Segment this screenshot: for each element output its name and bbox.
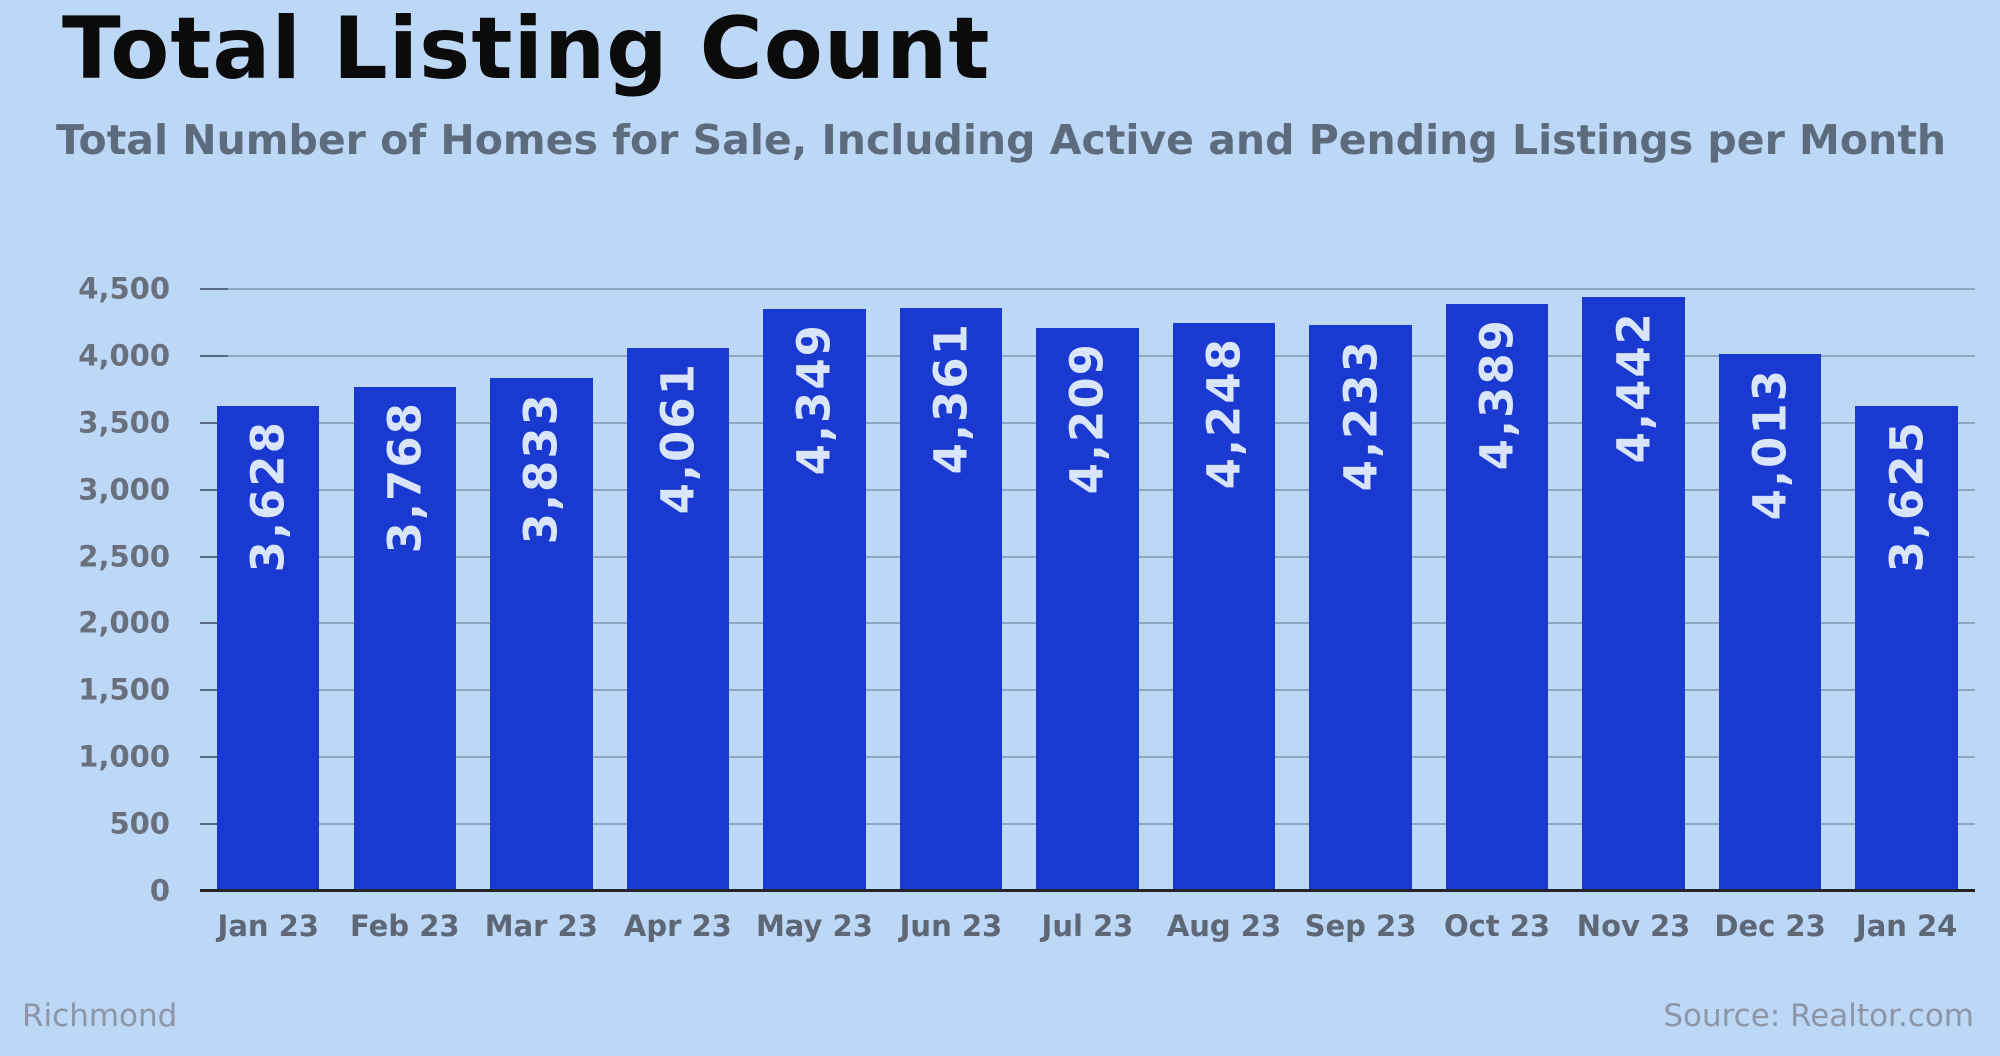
bar-slot: 4,233 — [1292, 289, 1429, 891]
x-axis-tick-label: Jul 23 — [1041, 909, 1134, 943]
bar-dec-23: 4,013 — [1718, 354, 1822, 891]
bar-value-label: 4,013 — [1743, 368, 1797, 521]
y-tick-mark — [200, 421, 228, 424]
bar-slot: 4,442 — [1565, 289, 1702, 891]
bar-value-label: 4,248 — [1197, 336, 1251, 490]
bar-slot: 4,013 — [1702, 289, 1839, 891]
bar-slot: 3,833 — [473, 289, 610, 891]
bar-slot: 4,361 — [883, 289, 1020, 891]
bar-slot: 3,625 — [1838, 289, 1975, 891]
bar-value-label: 4,061 — [651, 361, 705, 515]
location-label: Richmond — [22, 998, 178, 1034]
y-axis-tick-label: 500 — [109, 806, 170, 841]
y-tick-mark — [200, 689, 228, 692]
source-label: Source: Realtor.com — [1663, 998, 1974, 1034]
bars-container: 3,628 3,768 3,833 4,061 4,349 4,361 4,209 4,248… — [200, 289, 1975, 891]
chart-subtitle: Total Number of Homes for Sale, Includin… — [56, 116, 1947, 164]
y-axis-tick-label: 1,000 — [78, 739, 170, 774]
y-axis-tick-label: 4,500 — [78, 271, 170, 306]
bar-value-label: 4,349 — [787, 323, 841, 476]
x-axis-tick-label: Jun 23 — [899, 909, 1003, 943]
chart-title: Total Listing Count — [62, 0, 991, 99]
bar-value-label: 3,768 — [378, 400, 432, 554]
y-tick-mark — [200, 756, 228, 759]
bar-jan-23: 3,628 — [217, 405, 320, 891]
x-axis: Jan 23 Feb 23 Mar 23 Apr 23 May 23 Jun 23 Jul … — [200, 909, 1975, 943]
x-axis-tick-label: Jan 24 — [1855, 909, 1958, 943]
bar-feb-23: 3,768 — [353, 386, 456, 891]
bar-slot: 3,768 — [337, 289, 474, 891]
bar-slot: 4,248 — [1156, 289, 1293, 891]
y-axis-tick-label: 3,500 — [78, 405, 170, 440]
x-axis-tick-label: Dec 23 — [1714, 909, 1826, 943]
y-axis-tick-label: 2,000 — [78, 605, 170, 640]
bar-slot: 4,389 — [1429, 289, 1566, 891]
x-axis-tick-label: May 23 — [755, 909, 873, 943]
bar-value-label: 4,389 — [1470, 317, 1524, 471]
x-axis-tick-label: Aug 23 — [1166, 909, 1282, 943]
y-axis: 0 500 1,000 1,500 2,000 2,500 3,000 3,500 4,000 4… — [0, 274, 170, 905]
y-axis-tick-label: 4,000 — [78, 338, 170, 373]
bar-jan-24: 3,625 — [1855, 406, 1958, 891]
bar-nov-23: 4,442 — [1582, 296, 1685, 891]
y-tick-mark — [200, 488, 228, 491]
bar-value-label: 3,625 — [1880, 420, 1934, 573]
bar-sep-23: 4,233 — [1309, 324, 1412, 891]
bar-value-label: 4,361 — [924, 321, 978, 474]
bar-mar-23: 3,833 — [490, 378, 593, 891]
bar-slot: 4,061 — [610, 289, 747, 891]
plot-area: 3,628 3,768 3,833 4,061 4,349 4,361 4,209 4,248… — [200, 288, 1975, 892]
bar-value-label: 3,833 — [514, 392, 568, 545]
bar-jun-23: 4,361 — [899, 307, 1003, 891]
bar-value-label: 4,442 — [1607, 310, 1661, 464]
y-axis-tick-label: 3,000 — [78, 472, 170, 507]
x-axis-tick-label: Sep 23 — [1304, 909, 1417, 943]
x-axis-tick-label: Oct 23 — [1443, 909, 1551, 943]
bar-value-label: 4,209 — [1060, 341, 1114, 495]
y-axis-tick-label: 1,500 — [78, 672, 170, 707]
x-axis-line — [200, 889, 1975, 892]
y-tick-mark — [200, 823, 228, 826]
bar-slot: 4,209 — [1019, 289, 1156, 891]
y-axis-tick-label: 0 — [149, 873, 170, 908]
bar-slot: 3,628 — [200, 289, 337, 891]
bar-aug-23: 4,248 — [1172, 322, 1276, 891]
y-tick-mark — [200, 622, 228, 625]
bar-oct-23: 4,389 — [1445, 303, 1549, 891]
bar-value-label: 3,628 — [241, 419, 295, 572]
x-axis-tick-label: Mar 23 — [484, 909, 598, 943]
gridline — [200, 288, 1975, 290]
bar-slot: 4,349 — [746, 289, 883, 891]
bar-value-label: 4,233 — [1334, 338, 1387, 492]
x-axis-tick-label: Jan 23 — [217, 909, 319, 943]
y-axis-tick-label: 2,500 — [78, 539, 170, 574]
y-tick-mark — [200, 288, 228, 290]
x-axis-tick-label: Nov 23 — [1576, 909, 1691, 943]
y-tick-mark — [200, 555, 228, 558]
bar-may-23: 4,349 — [763, 309, 866, 891]
x-axis-tick-label: Feb 23 — [350, 909, 460, 943]
bar-jul-23: 4,209 — [1036, 327, 1139, 891]
y-tick-mark — [200, 354, 228, 357]
x-axis-tick-label: Apr 23 — [623, 909, 732, 943]
bar-apr-23: 4,061 — [626, 347, 730, 891]
